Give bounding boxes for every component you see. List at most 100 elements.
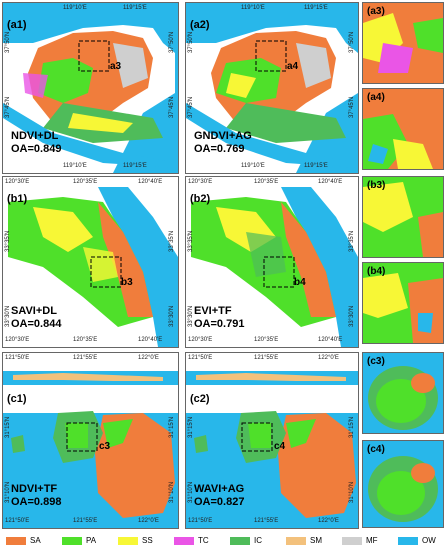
bottom-lon-2: 120°35'E [254,337,279,343]
top-lon-1: 120°30'E [5,179,30,185]
right-lat-1: 33°35'N [349,230,355,252]
top-lon-1: 120°30'E [188,179,213,185]
bottom-lon-3: 120°40'E [318,337,343,343]
top-lon-2: 120°35'E [73,179,98,185]
inset-marker: c3 [99,441,111,452]
panel-label: (c1) [7,393,27,405]
top-lon-2: 120°35'E [254,179,279,185]
bottom-lon-1: 119°10'E [63,163,87,169]
top-lon-2: 119°15'E [123,5,147,11]
map-panel-a1: (a1) 119°10'E 119°15'E 119°10'E 119°15'E… [2,2,179,174]
panel-label: (c2) [190,393,210,405]
legend-item-sm: SM [286,536,322,545]
bottom-lon-2: 120°35'E [73,337,98,343]
map-b2 [191,187,358,347]
top-lon-1: 119°10'E [63,5,87,11]
right-lat-1: 31°15'N [169,416,175,438]
top-lon-3: 120°40'E [138,179,163,185]
inset-c4: (c4) [362,440,444,528]
left-lat-2: 37°45'N [188,96,194,118]
legend-item-tc: TC [174,536,209,545]
inset-label: (b3) [367,180,386,191]
legend: SA PA SS TC IC SM MF OW [0,533,446,550]
inset-label: (b4) [367,266,386,277]
inset-a4: (a4) [362,88,444,170]
method-label: NDVI+TF OA=0.898 [11,483,62,508]
method-label: SAVI+DL OA=0.844 [11,305,62,330]
legend-item-ss: SS [118,536,153,545]
inset-marker: a3 [110,61,122,72]
map-a2 [186,3,358,173]
bottom-lon-1: 120°30'E [5,337,30,343]
inset-marker: b3 [121,277,133,288]
method-label: WAVI+AG OA=0.827 [194,483,245,508]
method-label: NDVI+DL OA=0.849 [11,130,62,155]
method-label: GNDVI+AG OA=0.769 [194,130,252,155]
bottom-lon-3: 122°0'E [318,518,339,524]
inset-c3: (c3) [362,352,444,434]
bottom-lon-3: 120°40'E [138,337,163,343]
map-c2 [186,371,358,528]
map-panel-c1: (c1) 121°50'E 121°55'E 122°0'E 121°50'E … [2,352,179,529]
inset-label: (a4) [367,92,385,103]
legend-item-ow: OW [398,536,436,545]
left-lat-1: 31°15'N [5,416,11,438]
left-lat-1: 33°35'N [188,230,194,252]
bottom-lon-1: 119°10'E [241,163,265,169]
right-lat-1: 31°15'N [349,416,355,438]
left-lat-1: 37°50'N [5,31,11,53]
top-lon-3: 120°40'E [318,179,343,185]
bottom-lon-1: 121°50'E [5,518,30,524]
panel-label: (b2) [190,193,211,205]
right-lat-2: 33°30'N [349,305,355,327]
map-panel-b2: (b2) 120°30'E 120°35'E 120°40'E 120°30'E… [185,176,359,348]
top-lon-1: 119°10'E [241,5,265,11]
top-lon-2: 119°15'E [304,5,328,11]
inset-label: (a3) [367,6,385,17]
map-panel-b1: (b1) 120°30'E 120°35'E 120°40'E 120°30'E… [2,176,179,348]
inset-marker: b4 [294,277,306,288]
left-lat-1: 33°35'N [5,230,11,252]
inset-label: (c3) [367,356,385,367]
top-lon-2: 121°55'E [254,355,279,361]
right-lat-2: 37°45'N [169,96,175,118]
inset-marker: a4 [287,61,299,72]
left-lat-2: 37°45'N [5,96,11,118]
bottom-lon-2: 121°55'E [254,518,279,524]
left-lat-1: 37°50'N [188,31,194,53]
bottom-lon-2: 119°15'E [123,163,147,169]
left-lat-1: 31°15'N [188,416,194,438]
panel-label: (a1) [7,19,27,31]
bottom-lon-3: 122°0'E [138,518,159,524]
map-c1 [3,371,178,528]
map-b1 [8,187,178,347]
map-a1 [3,3,178,173]
right-lat-1: 37°50'N [349,31,355,53]
legend-item-ic: IC [230,536,262,545]
top-lon-3: 122°0'E [138,355,159,361]
method-label: EVI+TF OA=0.791 [194,305,245,330]
legend-item-sa: SA [6,536,41,545]
map-panel-c2: (c2) 121°50'E 121°55'E 122°0'E 121°50'E … [185,352,359,529]
top-lon-1: 121°50'E [188,355,213,361]
right-lat-2: 33°30'N [169,305,175,327]
legend-item-mf: MF [342,536,378,545]
inset-b4: (b4) [362,262,444,344]
bottom-lon-1: 121°50'E [188,518,213,524]
right-lat-1: 33°35'N [169,230,175,252]
right-lat-2: 37°45'N [349,96,355,118]
right-lat-2: 31°10'N [169,481,175,503]
top-lon-2: 121°55'E [73,355,98,361]
top-lon-3: 122°0'E [318,355,339,361]
inset-marker: c4 [274,441,286,452]
panel-label: (b1) [7,193,28,205]
panel-label: (a2) [190,19,210,31]
right-lat-1: 37°50'N [169,31,175,53]
bottom-lon-2: 119°15'E [304,163,328,169]
bottom-lon-2: 121°55'E [73,518,98,524]
top-lon-1: 121°50'E [5,355,30,361]
bottom-lon-1: 120°30'E [188,337,213,343]
inset-label: (c4) [367,444,385,455]
map-panel-a2: (a2) 119°10'E 119°15'E 119°10'E 119°15'E… [185,2,359,174]
inset-a3: (a3) [362,2,444,84]
